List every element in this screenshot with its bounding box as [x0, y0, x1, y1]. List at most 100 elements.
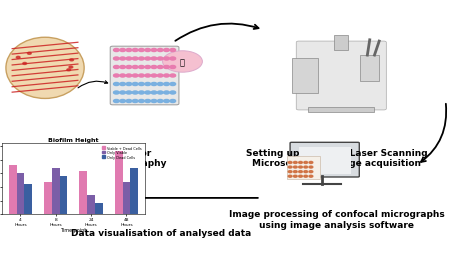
Text: biofilm confocal micrography: biofilm confocal micrography	[18, 159, 167, 168]
Circle shape	[120, 92, 126, 95]
Circle shape	[38, 53, 42, 55]
Circle shape	[145, 58, 151, 61]
Text: Data visualisation of analysed data: Data visualisation of analysed data	[71, 229, 251, 237]
Circle shape	[132, 75, 138, 78]
Circle shape	[170, 100, 175, 103]
Circle shape	[151, 49, 157, 52]
Circle shape	[170, 92, 175, 95]
Circle shape	[138, 83, 144, 86]
Circle shape	[304, 171, 308, 173]
Circle shape	[309, 162, 313, 164]
Circle shape	[151, 66, 157, 69]
Circle shape	[299, 166, 302, 168]
Circle shape	[145, 100, 151, 103]
Circle shape	[132, 83, 138, 86]
Circle shape	[164, 58, 169, 61]
Circle shape	[132, 49, 138, 52]
X-axis label: Time point: Time point	[60, 227, 87, 232]
Circle shape	[151, 75, 157, 78]
Ellipse shape	[6, 38, 84, 99]
Circle shape	[114, 83, 119, 86]
Circle shape	[114, 100, 119, 103]
Circle shape	[126, 100, 132, 103]
Circle shape	[138, 49, 144, 52]
Circle shape	[157, 49, 163, 52]
Circle shape	[114, 58, 119, 61]
Circle shape	[126, 83, 132, 86]
Bar	[299, 147, 351, 174]
Circle shape	[145, 75, 151, 78]
Circle shape	[114, 66, 119, 69]
Circle shape	[120, 83, 126, 86]
Circle shape	[151, 92, 157, 95]
Circle shape	[299, 171, 302, 173]
Circle shape	[138, 66, 144, 69]
Circle shape	[138, 100, 144, 103]
Circle shape	[299, 162, 302, 164]
Text: Experimental setup for: Experimental setup for	[34, 149, 151, 157]
Circle shape	[25, 72, 29, 74]
Text: using image analysis software: using image analysis software	[259, 220, 414, 229]
Circle shape	[304, 176, 308, 178]
Circle shape	[132, 92, 138, 95]
Circle shape	[170, 83, 175, 86]
Circle shape	[145, 66, 151, 69]
Circle shape	[170, 75, 175, 78]
Bar	[123, 182, 130, 215]
Circle shape	[44, 74, 48, 76]
Circle shape	[120, 100, 126, 103]
Bar	[130, 168, 138, 215]
Circle shape	[120, 75, 126, 78]
Circle shape	[138, 58, 144, 61]
Circle shape	[164, 100, 169, 103]
Circle shape	[138, 75, 144, 78]
Circle shape	[157, 75, 163, 78]
Bar	[292, 58, 318, 94]
Circle shape	[170, 66, 175, 69]
Circle shape	[151, 58, 157, 61]
Text: Image processing of confocal micrographs: Image processing of confocal micrographs	[228, 210, 445, 218]
Text: Setting up Confocal Laser Scanning: Setting up Confocal Laser Scanning	[246, 149, 428, 157]
Circle shape	[309, 176, 313, 178]
Circle shape	[309, 171, 313, 173]
Circle shape	[288, 166, 292, 168]
Circle shape	[145, 83, 151, 86]
Circle shape	[309, 166, 313, 168]
Circle shape	[126, 58, 132, 61]
Circle shape	[288, 162, 292, 164]
FancyBboxPatch shape	[296, 42, 386, 110]
Circle shape	[114, 75, 119, 78]
Bar	[287, 156, 320, 179]
Bar	[60, 176, 67, 215]
Circle shape	[293, 162, 297, 164]
Circle shape	[164, 75, 169, 78]
Circle shape	[120, 49, 126, 52]
Bar	[334, 36, 348, 51]
Circle shape	[32, 86, 36, 88]
Bar	[360, 56, 379, 81]
Circle shape	[293, 166, 297, 168]
Circle shape	[164, 49, 169, 52]
Bar	[44, 182, 52, 215]
Bar	[95, 204, 103, 215]
Circle shape	[157, 92, 163, 95]
Circle shape	[120, 58, 126, 61]
Circle shape	[126, 75, 132, 78]
Circle shape	[27, 68, 31, 70]
Text: 🦠: 🦠	[180, 58, 185, 67]
Circle shape	[132, 100, 138, 103]
Circle shape	[120, 66, 126, 69]
Legend: Viable + Dead Cells, Only Viable, Only Dead Cells: Viable + Dead Cells, Only Viable, Only D…	[101, 145, 143, 160]
FancyBboxPatch shape	[110, 47, 179, 105]
Text: Microscope for Image acquisition: Microscope for Image acquisition	[252, 159, 421, 168]
Circle shape	[164, 92, 169, 95]
Bar	[9, 165, 17, 215]
Circle shape	[163, 52, 202, 73]
Circle shape	[157, 100, 163, 103]
Circle shape	[293, 176, 297, 178]
Circle shape	[293, 171, 297, 173]
Circle shape	[126, 49, 132, 52]
Circle shape	[114, 49, 119, 52]
Circle shape	[164, 83, 169, 86]
Bar	[24, 185, 32, 215]
